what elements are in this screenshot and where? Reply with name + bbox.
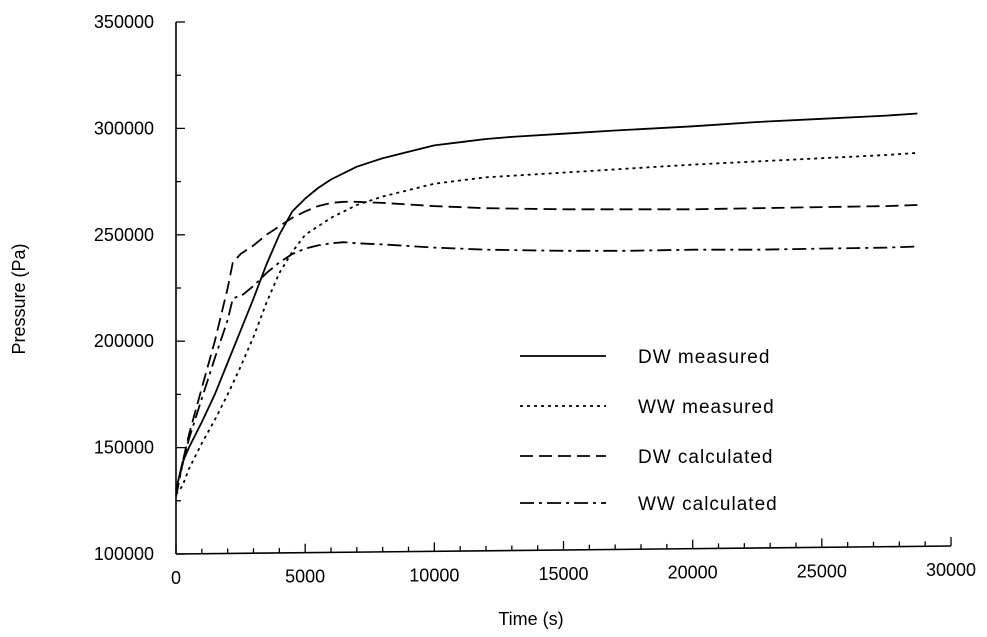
ticks xyxy=(175,21,952,555)
series-line-1 xyxy=(175,112,918,491)
x-tick-label: 15000 xyxy=(538,564,588,584)
series-line-4 xyxy=(175,241,918,497)
y-tick-label: 250000 xyxy=(94,225,154,245)
y-axis-title: Pressure (Pa) xyxy=(9,243,29,354)
y-tick-label: 350000 xyxy=(94,12,154,32)
legend-label-3: DW calculated xyxy=(638,447,774,468)
y-tick-label: 150000 xyxy=(94,438,154,458)
tick-labels: 100000 150000 200000 250000 300000 350000 0 500… xyxy=(94,12,976,588)
legend-label-2: WW measured xyxy=(638,397,775,418)
legend: DW measured WW measured DW calculated WW ca… xyxy=(520,347,778,515)
x-axis-title: Time (s) xyxy=(498,609,563,629)
y-tick-label: 100000 xyxy=(94,544,154,564)
legend-label-4: WW calculated xyxy=(638,494,778,515)
x-tick-label: 5000 xyxy=(285,567,325,587)
x-tick-label: 0 xyxy=(171,568,181,588)
series-layer xyxy=(175,112,918,497)
x-tick-label: 25000 xyxy=(797,561,847,581)
x-tick-label: 20000 xyxy=(668,563,718,583)
legend-label-1: DW measured xyxy=(638,347,770,368)
series-line-3 xyxy=(175,200,918,497)
series-line-2 xyxy=(175,152,918,495)
y-tick-label: 300000 xyxy=(94,118,154,138)
y-tick-label: 200000 xyxy=(94,331,154,351)
x-tick-label: 30000 xyxy=(926,560,976,580)
axes xyxy=(175,22,952,555)
x-tick-label: 10000 xyxy=(409,565,459,585)
